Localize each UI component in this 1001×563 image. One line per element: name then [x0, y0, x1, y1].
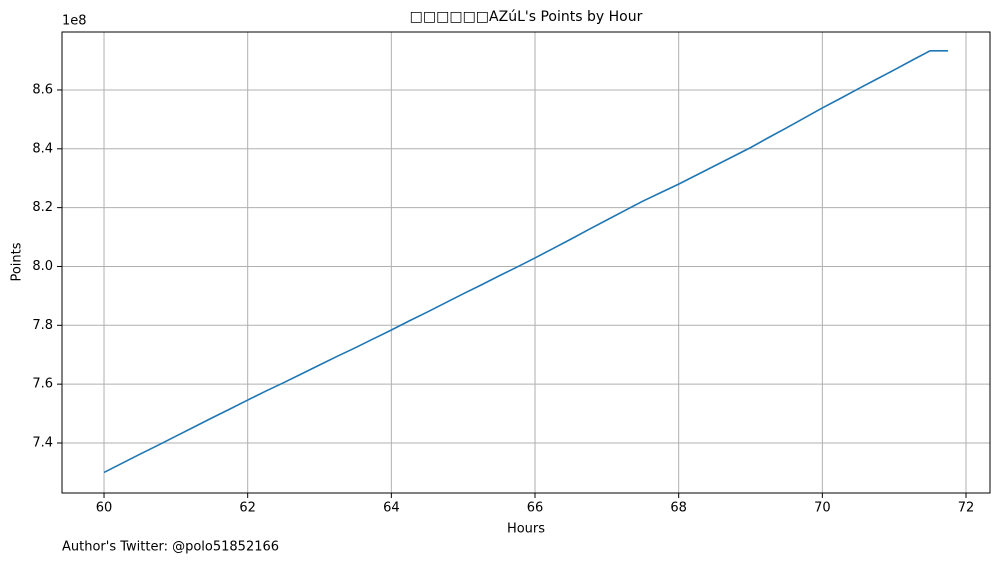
footnote: Author's Twitter: @polo51852166 [62, 540, 279, 555]
y-tick-label: 8.0 [32, 259, 53, 274]
x-tick-label: 72 [958, 501, 975, 516]
x-axis-label: Hours [507, 522, 545, 537]
x-tick-label: 62 [239, 501, 256, 516]
y-tick-label: 8.2 [32, 200, 53, 215]
chart-title: □□□□□□AZúL's Points by Hour [410, 9, 643, 25]
y-tick-label: 8.6 [32, 82, 53, 97]
x-tick-label: 60 [96, 501, 113, 516]
x-tick-label: 64 [383, 501, 400, 516]
x-tick-label: 68 [670, 501, 687, 516]
y-tick-label: 7.4 [32, 435, 53, 450]
y-tick-label: 8.4 [32, 141, 53, 156]
plot-frame [61, 31, 991, 494]
y-offset-label: 1e8 [62, 14, 87, 29]
y-axis-label: Points [10, 242, 25, 281]
x-tick-label: 70 [814, 501, 831, 516]
y-tick-label: 7.8 [32, 318, 53, 333]
x-tick-label: 66 [527, 501, 544, 516]
data-line [103, 50, 949, 474]
y-tick-label: 7.6 [32, 377, 53, 392]
